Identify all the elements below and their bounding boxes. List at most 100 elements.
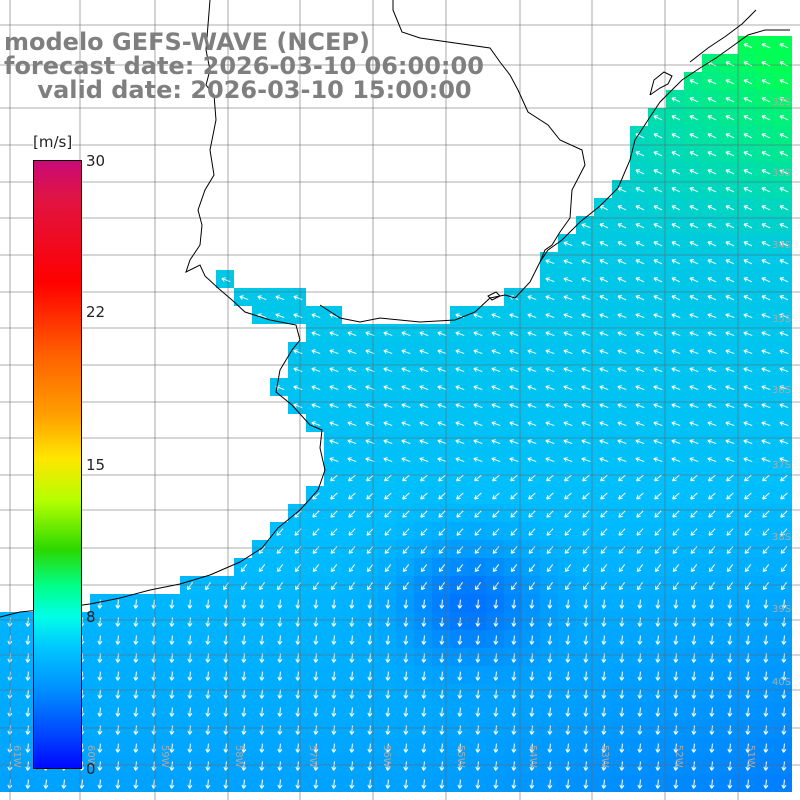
wind-arrow [727, 671, 733, 681]
latitude-label: 35S [772, 314, 791, 325]
wind-arrow [509, 385, 519, 391]
wind-speed-cell [486, 522, 504, 540]
wind-speed-cell [450, 774, 468, 792]
wind-speed-cell [594, 612, 612, 630]
wind-speed-cell [324, 342, 342, 360]
wind-speed-cell [522, 558, 540, 576]
wind-speed-cell [252, 558, 270, 576]
wind-arrow [527, 295, 537, 301]
wind-arrow [563, 295, 573, 301]
wind-speed-cell [684, 594, 702, 612]
wind-arrow [331, 689, 337, 699]
wind-speed-cell [774, 432, 792, 450]
wind-arrow [673, 635, 679, 645]
wind-speed-cell [594, 360, 612, 378]
wind-speed-cell [378, 432, 396, 450]
wind-speed-cell [756, 342, 774, 360]
wind-speed-cell [720, 522, 738, 540]
wind-speed-cell [450, 702, 468, 720]
wind-speed-cell [702, 378, 720, 396]
wind-speed-cell [396, 432, 414, 450]
wind-arrow [311, 385, 321, 391]
wind-arrow [527, 367, 537, 373]
wind-arrow [671, 331, 681, 337]
wind-speed-cell [0, 684, 18, 702]
wind-arrow [565, 617, 571, 627]
wind-arrow [564, 510, 572, 518]
wind-arrow [545, 421, 555, 427]
wind-arrow [205, 743, 211, 753]
wind-arrow [527, 277, 537, 283]
wind-speed-cell [432, 522, 450, 540]
wind-arrow [527, 457, 537, 463]
wind-speed-cell [594, 504, 612, 522]
wind-arrow [583, 743, 589, 753]
wind-speed-cell [774, 522, 792, 540]
wind-speed-cell [504, 594, 522, 612]
wind-speed-cell [720, 738, 738, 756]
wind-arrow [691, 671, 697, 681]
wind-speed-cell [540, 594, 558, 612]
wind-speed-cell [558, 396, 576, 414]
wind-arrow [169, 761, 175, 771]
wind-arrow [367, 599, 373, 609]
wind-speed-cell [648, 774, 666, 792]
wind-speed-cell [612, 774, 630, 792]
wind-speed-cell [396, 612, 414, 630]
wind-arrow [689, 115, 699, 121]
wind-speed-cell [414, 738, 432, 756]
wind-arrow [347, 331, 357, 337]
wind-arrow [617, 331, 627, 337]
wind-arrow [583, 725, 589, 735]
wind-speed-cell [594, 468, 612, 486]
wind-arrow [383, 439, 393, 445]
wind-speed-cell [720, 666, 738, 684]
wind-arrow [330, 510, 338, 518]
wind-speed-cell [468, 540, 486, 558]
wind-speed-cell [414, 324, 432, 342]
wind-arrow [221, 277, 231, 283]
wind-arrow [437, 421, 447, 427]
wind-arrow [510, 474, 518, 482]
wind-speed-cell [270, 684, 288, 702]
wind-arrow [259, 635, 265, 645]
wind-arrow [547, 617, 553, 627]
wind-arrow [545, 367, 555, 373]
wind-speed-cell [666, 342, 684, 360]
wind-speed-cell [360, 540, 378, 558]
wind-arrow [511, 707, 517, 717]
wind-arrow [583, 671, 589, 681]
wind-speed-cell [576, 666, 594, 684]
wind-speed-cell [684, 324, 702, 342]
wind-speed-cell [504, 342, 522, 360]
wind-arrow [205, 635, 211, 645]
wind-arrow [762, 582, 769, 591]
wind-speed-cell [702, 414, 720, 432]
wind-speed-cell [216, 684, 234, 702]
wind-speed-cell [18, 666, 36, 684]
wind-arrow [456, 474, 464, 482]
wind-arrow [403, 761, 409, 771]
wind-speed-cell [306, 378, 324, 396]
wind-speed-cell [612, 612, 630, 630]
wind-arrow [97, 779, 103, 789]
wind-arrow [653, 367, 663, 373]
wind-speed-cell [684, 432, 702, 450]
wind-arrow [617, 367, 627, 373]
wind-arrow [726, 528, 734, 536]
wind-speed-cell [450, 378, 468, 396]
wind-arrow [133, 599, 139, 609]
wind-speed-cell [360, 648, 378, 666]
wind-speed-cell [774, 720, 792, 738]
wind-speed-cell [414, 666, 432, 684]
wind-speed-cell [666, 486, 684, 504]
wind-arrow [635, 277, 645, 283]
wind-arrow [133, 617, 139, 627]
wind-arrow [743, 43, 753, 49]
wind-arrow [492, 510, 500, 518]
wind-arrow [653, 151, 663, 157]
wind-speed-cell [666, 612, 684, 630]
wind-speed-cell [234, 558, 252, 576]
wind-arrow [635, 187, 645, 193]
wind-arrow [511, 617, 517, 627]
